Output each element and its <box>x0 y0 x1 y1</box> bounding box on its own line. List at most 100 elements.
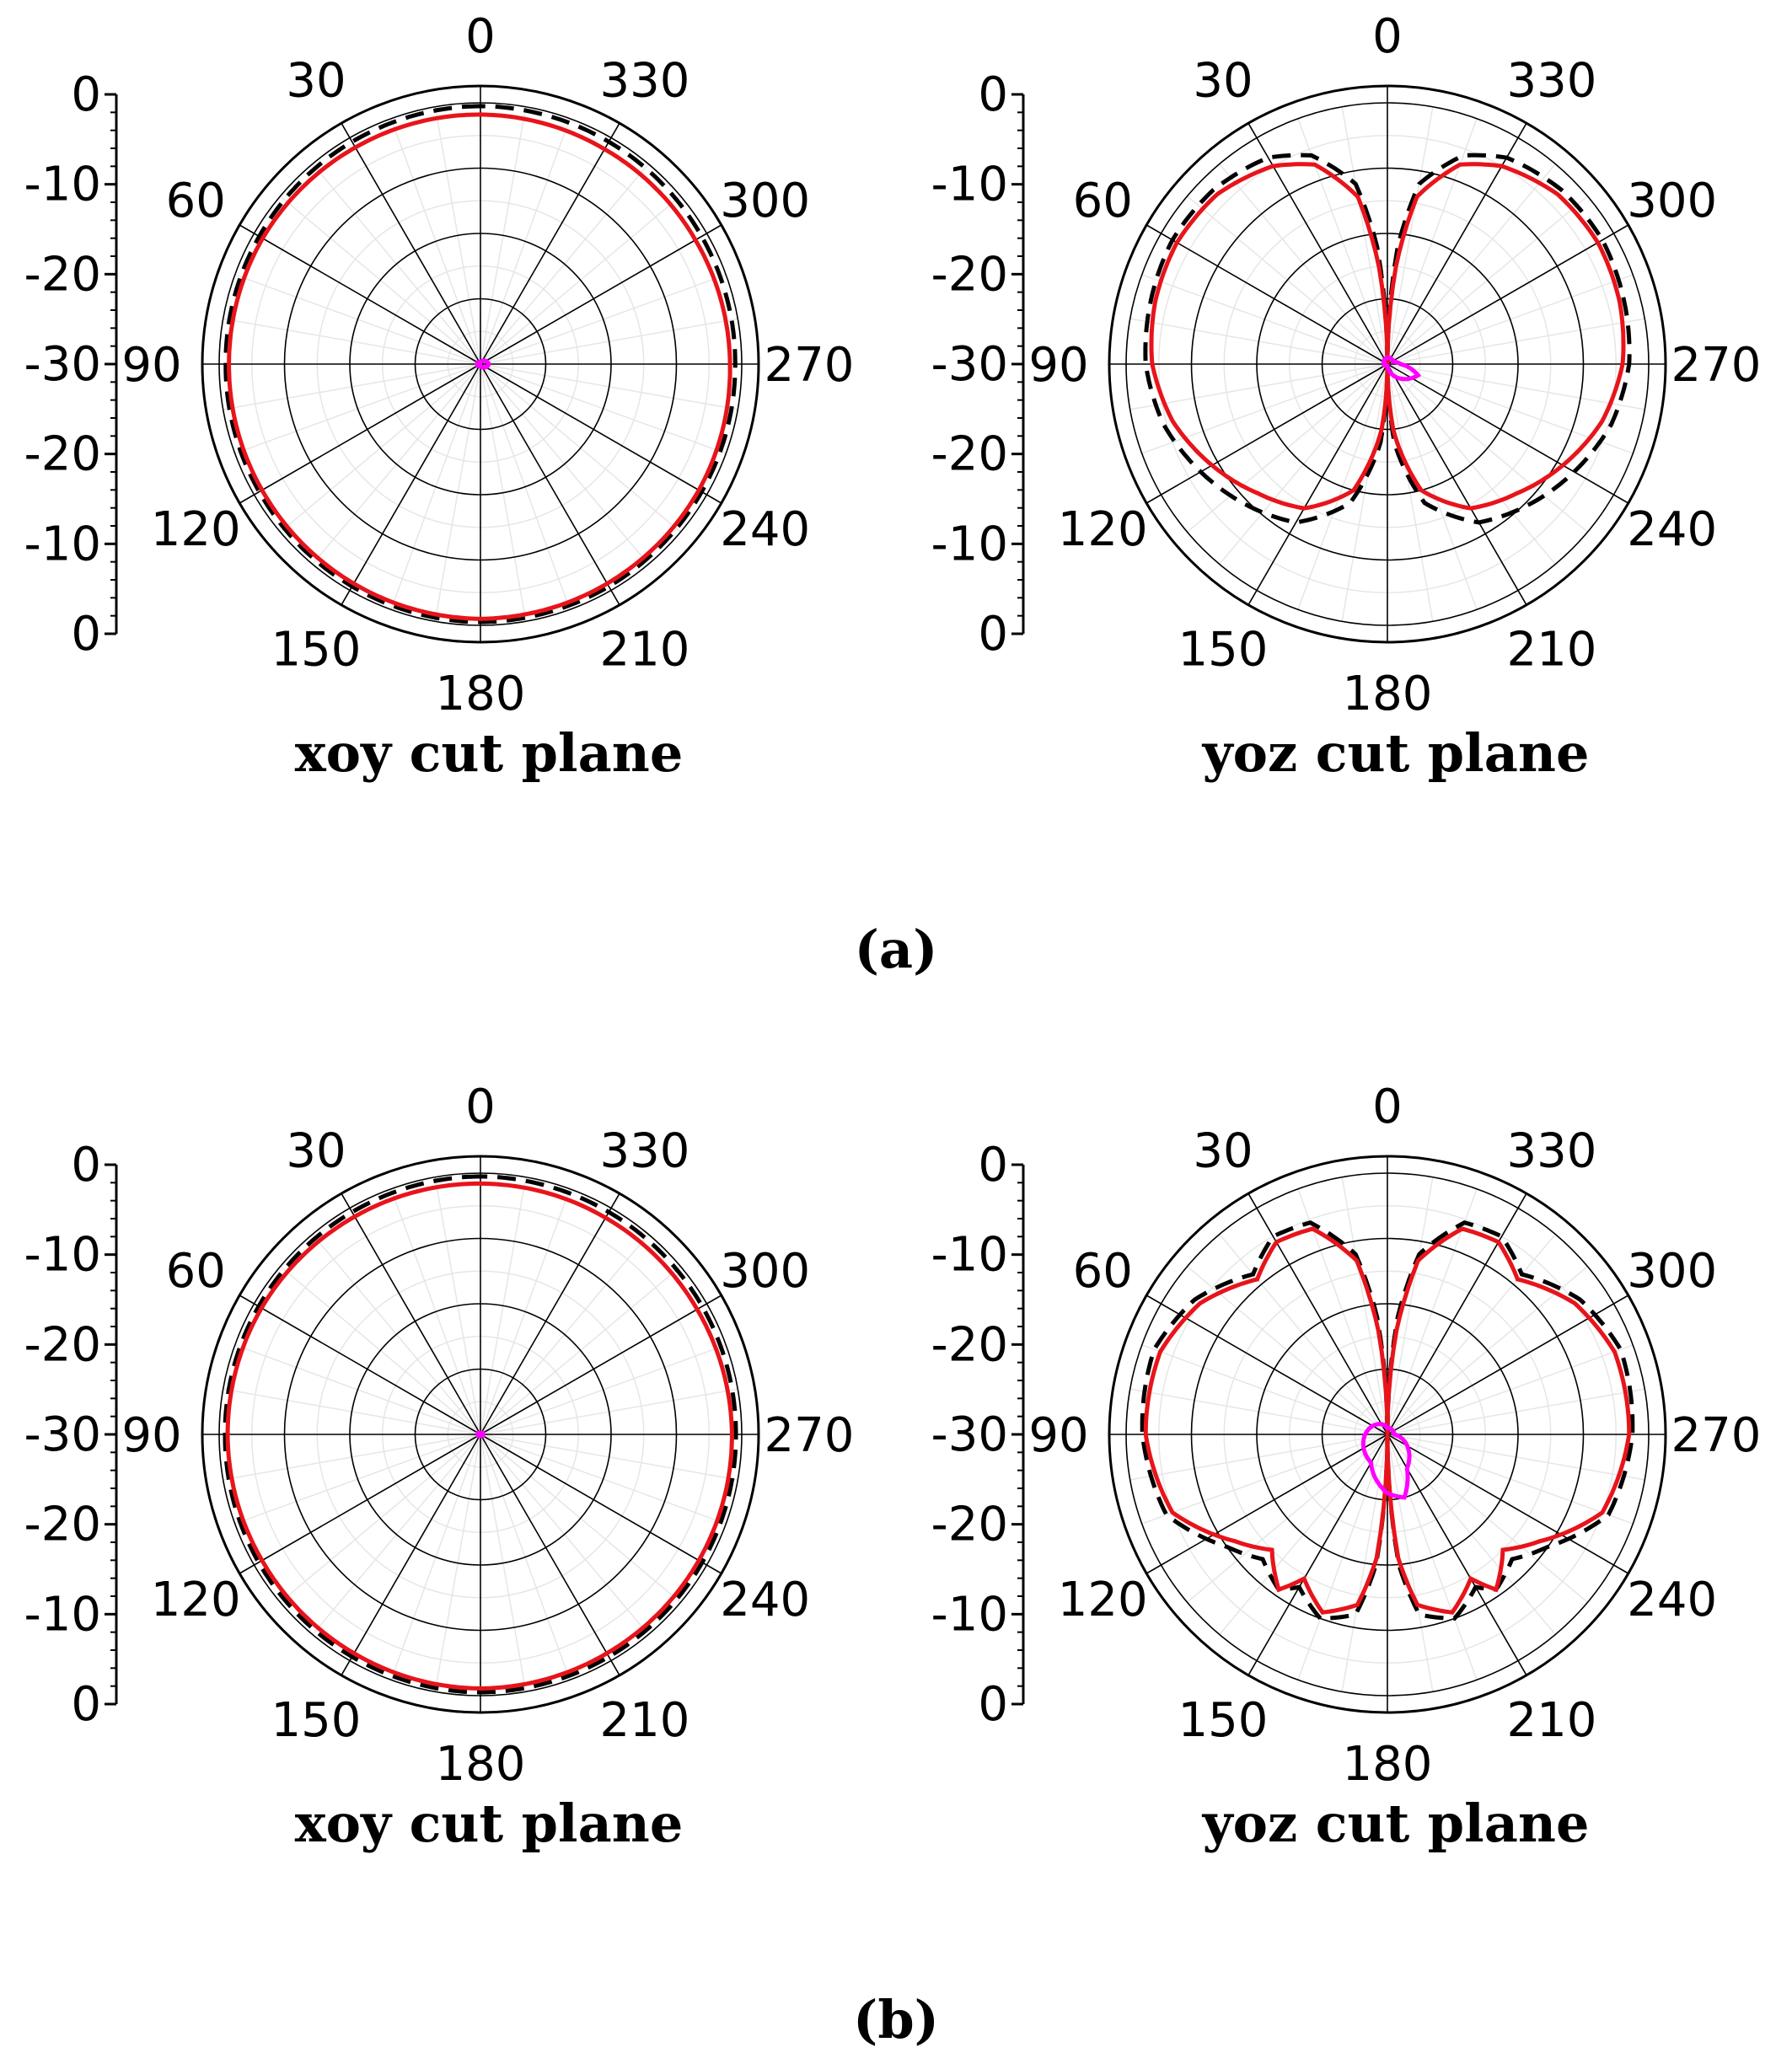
grid-spoke <box>341 122 481 365</box>
angle-tick-label: 300 <box>720 1244 810 1299</box>
angle-tick-label: 120 <box>151 1573 241 1627</box>
angle-tick-label: 270 <box>1671 338 1762 393</box>
angle-tick-label: 240 <box>720 502 810 557</box>
polar-chart-2: 0 30 60 90 120 150 180 210 240 270 300 330 0 -10 -20 -3… <box>931 9 1762 784</box>
grid-spoke <box>1387 1434 1527 1676</box>
radial-tick-label: -10 <box>931 158 1008 212</box>
grid-spoke <box>239 224 481 365</box>
polar-chart-4: 0 30 60 90 120 150 180 210 240 270 300 330 0 -10 -20 -3… <box>931 1080 1762 1854</box>
angle-tick-label: 330 <box>1507 1123 1597 1178</box>
series-magenta <box>1360 1422 1412 1500</box>
grid-spoke <box>1145 363 1388 504</box>
grid-spoke <box>1387 1193 1527 1435</box>
radial-tick-label: 0 <box>978 67 1008 122</box>
grid-spoke <box>1387 363 1527 606</box>
angle-tick-label: 180 <box>1343 667 1433 721</box>
polar-chart-1: 0 30 60 90 120 150 180 210 240 270 300 330 0 -10 -20 -3… <box>24 9 855 784</box>
angle-tick-label: 270 <box>765 1408 855 1463</box>
angle-tick-label: 300 <box>1627 174 1717 228</box>
angle-tick-label: 30 <box>286 53 346 108</box>
grid-spoke <box>239 363 481 504</box>
grid-spoke <box>1387 122 1527 365</box>
radial-tick-label: 0 <box>978 607 1008 662</box>
radial-tick-label: 0 <box>978 1677 1008 1732</box>
radial-tick-label: -20 <box>931 427 1008 482</box>
angle-tick-label: 0 <box>1372 9 1403 64</box>
grid-spoke <box>480 363 722 504</box>
grid-spoke <box>1387 1434 1629 1574</box>
angle-tick-label: 240 <box>720 1573 810 1627</box>
grid-spoke <box>1387 224 1629 365</box>
grid-spoke <box>480 1434 722 1574</box>
chart-title: yoz cut plane <box>1202 1793 1590 1854</box>
angle-tick-label: 60 <box>166 1244 226 1299</box>
radial-tick-label: -10 <box>24 158 101 212</box>
radial-tick-label: -10 <box>931 1228 1008 1283</box>
radial-tick-label: -20 <box>24 247 101 302</box>
radial-tick-label: -10 <box>931 517 1008 571</box>
grid-spoke <box>1247 1434 1388 1676</box>
radial-tick-label: -30 <box>931 337 1008 392</box>
angle-tick-label: 150 <box>271 623 362 678</box>
radial-tick-label: -20 <box>24 1498 101 1552</box>
angle-tick-label: 120 <box>151 502 241 557</box>
grid-spoke <box>480 1193 620 1435</box>
angle-tick-label: 180 <box>1343 1737 1433 1792</box>
angle-tick-label: 330 <box>600 53 690 108</box>
grid-spoke <box>1145 224 1388 365</box>
angle-tick-label: 0 <box>465 1080 496 1134</box>
series-dashed-black <box>223 1174 738 1695</box>
series-dashed-black <box>223 104 738 624</box>
grid-spoke <box>341 363 481 606</box>
grid-spoke <box>341 1434 481 1676</box>
angle-tick-label: 150 <box>1178 623 1269 678</box>
grid-spoke <box>480 363 620 606</box>
series-magenta <box>1382 355 1422 382</box>
grid-spoke <box>480 1434 620 1676</box>
angle-tick-label: 210 <box>600 623 690 678</box>
series-solid-red <box>227 112 732 621</box>
grid-spoke <box>341 1193 481 1435</box>
series-magenta <box>475 1430 486 1439</box>
angle-tick-label: 150 <box>1178 1693 1269 1748</box>
angle-tick-label: 30 <box>1193 53 1253 108</box>
angle-tick-label: 210 <box>600 1693 690 1748</box>
radial-tick-label: -30 <box>931 1407 1008 1462</box>
angle-tick-label: 90 <box>121 1408 181 1463</box>
grid-spoke <box>1145 1434 1388 1574</box>
panel-label-a: (a) <box>855 919 938 980</box>
angle-tick-label: 90 <box>1028 1408 1088 1463</box>
radial-tick-label: 0 <box>71 607 101 662</box>
radial-tick-label: -30 <box>24 337 101 392</box>
angle-tick-label: 120 <box>1058 1573 1148 1627</box>
angle-tick-label: 270 <box>1671 1408 1762 1463</box>
angle-tick-label: 0 <box>1372 1080 1403 1134</box>
angle-tick-label: 30 <box>1193 1123 1253 1178</box>
radial-tick-label: 0 <box>71 1677 101 1732</box>
angle-tick-label: 300 <box>1627 1244 1717 1299</box>
grid-spoke <box>1247 363 1388 606</box>
grid-spoke <box>1247 1193 1388 1435</box>
grid-spoke <box>1387 363 1629 504</box>
panel-label-b: (b) <box>853 1989 939 2050</box>
angle-tick-label: 30 <box>286 1123 346 1178</box>
radial-tick-label: -10 <box>24 1587 101 1642</box>
series-solid-red <box>225 1181 734 1691</box>
chart-title: xoy cut plane <box>295 1793 684 1854</box>
angle-tick-label: 270 <box>765 338 855 393</box>
grid-spoke <box>239 1434 481 1574</box>
radial-tick-label: -10 <box>931 1587 1008 1642</box>
radial-tick-label: -20 <box>931 247 1008 302</box>
grid-spoke <box>480 1294 722 1435</box>
radial-tick-label: -10 <box>24 1228 101 1283</box>
angle-tick-label: 210 <box>1507 1693 1597 1748</box>
grid-spoke <box>480 224 722 365</box>
radial-tick-label: -20 <box>931 1498 1008 1552</box>
angle-tick-label: 60 <box>1073 1244 1133 1299</box>
angle-tick-label: 330 <box>1507 53 1597 108</box>
radial-tick-label: -20 <box>24 1317 101 1372</box>
chart-title: yoz cut plane <box>1202 722 1590 784</box>
radial-tick-label: -10 <box>24 517 101 571</box>
radial-tick-label: -20 <box>24 427 101 482</box>
